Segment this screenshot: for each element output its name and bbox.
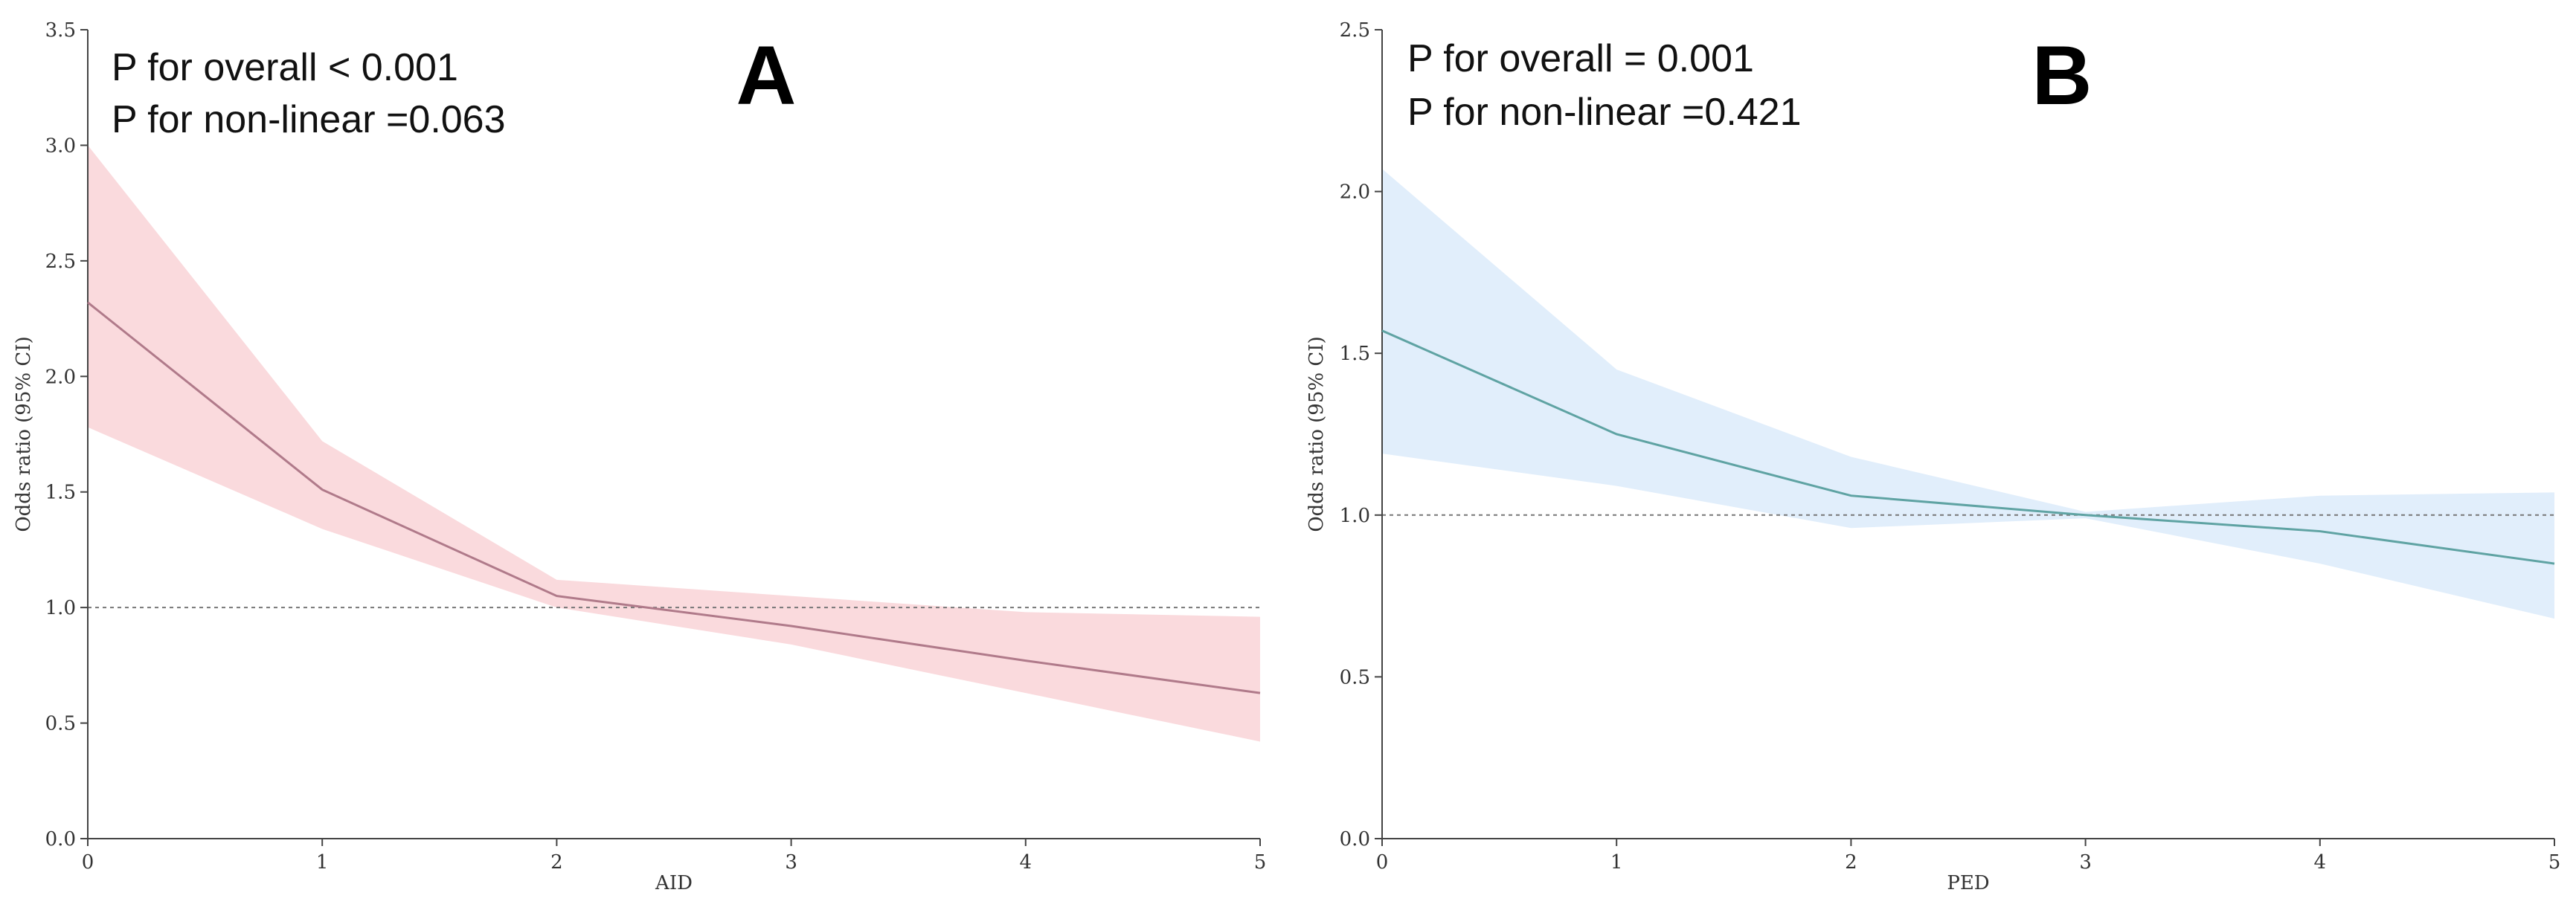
- p-overall-annotation: P for overall < 0.001: [112, 46, 458, 89]
- panel-a: 0.0 0.5 1.0 1.5 2.0 2.5 3.0 3.5 0 1 2 3 4 5 AID Odds…: [13, 19, 1266, 894]
- odds-ratio-line: [1381, 329, 2555, 565]
- p-nonlinear-annotation: P for non-linear =0.063: [112, 98, 506, 141]
- y-axis-title: Odds ratio (95% CI): [13, 336, 35, 532]
- confidence-band: [1382, 169, 2554, 619]
- x-tick-label: 0: [1376, 851, 1389, 874]
- y-tick-label: 0.5: [1340, 666, 1370, 688]
- panel-label: A: [736, 29, 797, 122]
- x-tick-label: 4: [2314, 851, 2327, 874]
- p-overall-annotation: P for overall = 0.001: [1407, 37, 1754, 80]
- y-tick-label: 2.0: [1340, 181, 1370, 204]
- y-tick-label: 3.5: [45, 19, 76, 42]
- x-axis-title: PED: [1947, 872, 1989, 894]
- x-tick-label: 0: [82, 851, 94, 874]
- y-tick-label: 0.5: [45, 713, 76, 735]
- x-tick-label: 2: [550, 851, 563, 874]
- odds-ratio-line: [87, 301, 1261, 694]
- x-tick-label: 3: [2079, 851, 2092, 874]
- x-tick-label: 5: [2548, 851, 2561, 874]
- p-nonlinear-annotation: P for non-linear =0.421: [1407, 91, 1802, 134]
- y-tick-label: 1.0: [1340, 505, 1370, 527]
- x-tick-label: 1: [316, 851, 329, 874]
- x-tick-label: 4: [1020, 851, 1032, 874]
- y-tick-label: 2.5: [1340, 19, 1370, 42]
- x-tick-label: 1: [1610, 851, 1623, 874]
- y-tick-label: 1.0: [45, 597, 76, 619]
- y-tick-label: 0.0: [1340, 828, 1370, 851]
- y-tick-label: 2.0: [45, 366, 76, 388]
- y-tick-label: 1.5: [45, 482, 76, 504]
- x-axis-title: AID: [655, 872, 693, 894]
- x-tick-label: 2: [1845, 851, 1857, 874]
- y-tick-label: 2.5: [45, 251, 76, 273]
- confidence-band: [88, 145, 1260, 742]
- y-ticks: 0.0 0.5 1.0 1.5 2.0 2.5 3.0 3.5: [45, 19, 88, 851]
- x-tick-label: 5: [1254, 851, 1267, 874]
- y-axis-title: Odds ratio (95% CI): [1305, 336, 1328, 532]
- x-ticks: 0 1 2 3 4 5: [82, 839, 1267, 874]
- panel-b: 0.0 0.5 1.0 1.5 2.0 2.5 0 1 2 3 4 5 PED Odds ratio…: [1305, 19, 2560, 894]
- x-ticks: 0 1 2 3 4 5: [1376, 839, 2561, 874]
- y-ticks: 0.0 0.5 1.0 1.5 2.0 2.5: [1340, 19, 1382, 851]
- panel-label: B: [2032, 29, 2092, 122]
- x-tick-label: 3: [785, 851, 797, 874]
- y-tick-label: 3.0: [45, 135, 76, 157]
- y-tick-label: 0.0: [45, 828, 76, 851]
- y-tick-label: 1.5: [1340, 343, 1370, 365]
